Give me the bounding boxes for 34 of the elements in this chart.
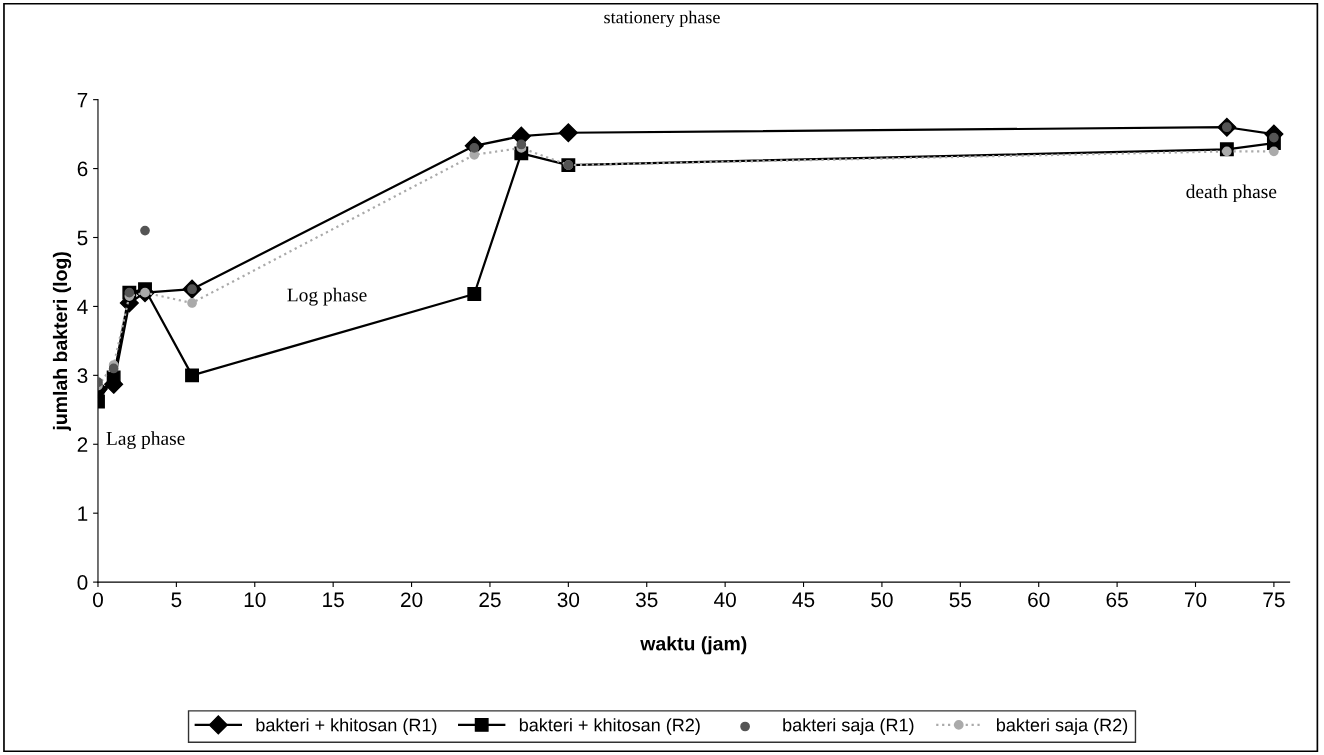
legend-label: bakteri saja (R2): [996, 718, 1128, 735]
x-tick-label: 50: [871, 592, 893, 608]
x-tick-label: 15: [323, 592, 344, 608]
annotation: Log phase: [287, 287, 367, 306]
x-tick-label: 25: [479, 592, 501, 608]
x-tick-label: 75: [1263, 592, 1285, 608]
x-tick-label: 35: [635, 592, 658, 608]
x-tick-label: 70: [1184, 592, 1207, 608]
legend-label: bakteri + khitosan (R2): [519, 718, 700, 735]
x-tick-label: 0: [93, 592, 103, 608]
y-tick-label: 1: [78, 506, 88, 521]
x-tick-label: 45: [792, 592, 815, 608]
y-tick-label: 0: [77, 575, 88, 590]
y-axis-title: jumlah bakteri (log): [52, 252, 72, 431]
y-tick-label: 5: [77, 230, 88, 246]
x-axis-title: waktu (jam): [640, 636, 747, 655]
y-tick-label: 6: [77, 161, 88, 177]
y-tick-label: 3: [77, 368, 88, 384]
x-tick-label: 10: [244, 592, 266, 608]
annotation: Lag phase: [106, 431, 185, 450]
x-tick-label: 55: [949, 592, 972, 608]
x-tick-label: 65: [1106, 592, 1128, 608]
x-tick-label: 60: [1028, 592, 1050, 608]
annotation: death phase: [1186, 184, 1277, 203]
y-tick-label: 4: [77, 299, 88, 314]
x-tick-label: 30: [557, 592, 580, 608]
x-tick-label: 5: [171, 592, 182, 608]
text: stationery phase: [604, 10, 720, 28]
y-tick-label: 7: [77, 92, 88, 108]
y-tick-label: 2: [77, 437, 88, 452]
legend-label: bakteri + khitosan (R1): [256, 718, 437, 735]
legend-label: bakteri saja (R1): [783, 718, 914, 735]
x-tick-label: 40: [714, 592, 736, 608]
x-tick-label: 20: [401, 592, 423, 608]
